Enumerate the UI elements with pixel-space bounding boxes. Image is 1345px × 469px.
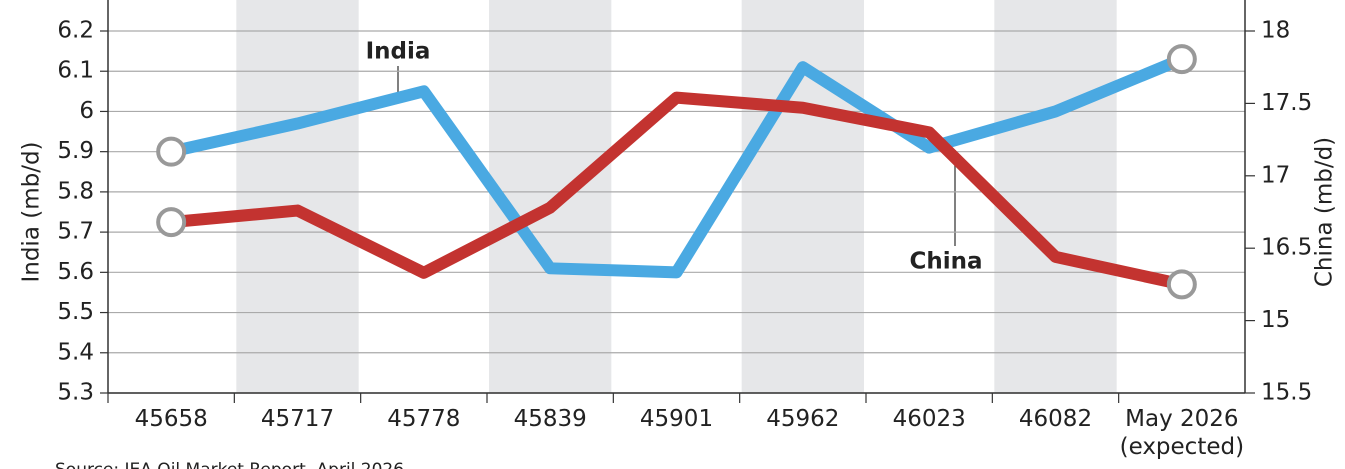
bands (236, 0, 1117, 393)
y2-tick-label: 17 (1261, 162, 1290, 188)
x-tick-label: 45901 (639, 406, 714, 432)
source-note: Source: IEA Oil Market Report, April 202… (55, 460, 404, 469)
y-axis-label: India (mb/d) (19, 141, 45, 282)
x-tick-label: 45962 (766, 406, 840, 432)
y-tick-label: 6.2 (57, 18, 94, 44)
shaded-band (489, 0, 612, 393)
y-tick-label: 5.4 (57, 339, 94, 365)
shaded-band (994, 0, 1117, 393)
y-tick-label: 5.3 (57, 380, 94, 406)
endpoint-marker (156, 136, 187, 167)
x-tick-label: 45839 (513, 406, 587, 432)
y-tick-label: 5.6 (57, 259, 94, 285)
series-annotation: China (909, 249, 982, 275)
endpoint-marker (1166, 44, 1197, 75)
y2-tick-label: 15 (1261, 307, 1290, 333)
y-tick-label: 6 (79, 98, 94, 124)
x-tick-label: 45658 (134, 406, 208, 432)
y2-tick-label: 15.5 (1261, 380, 1312, 406)
series-annotation: India (366, 39, 431, 65)
y-tick-label: 5.7 (57, 219, 94, 245)
x-tick-label: 46082 (1018, 406, 1093, 432)
x-tick-label: May 2026 (expected) (1119, 406, 1245, 460)
y2-tick-label: 18 (1261, 18, 1290, 44)
y2-axis-label: China (mb/d) (1312, 137, 1338, 287)
y2-tick-label: 17.5 (1261, 90, 1312, 116)
y-tick-label: 5.9 (57, 138, 94, 164)
shaded-band (741, 0, 864, 393)
x-tick-label: 45778 (387, 406, 461, 432)
x-tick-label: 46023 (892, 406, 966, 432)
y-tick-label: 5.8 (57, 178, 94, 204)
series-line (169, 53, 1185, 279)
y2-tick-label: 16.5 (1261, 235, 1312, 261)
endpoint-marker (1166, 269, 1197, 300)
endpoint-marker (156, 207, 187, 238)
series-line (170, 91, 1184, 291)
x-tick-label: 45717 (260, 406, 335, 432)
y-tick-label: 6.1 (57, 58, 94, 84)
shaded-band (236, 0, 359, 393)
y-tick-label: 5.5 (57, 299, 94, 325)
